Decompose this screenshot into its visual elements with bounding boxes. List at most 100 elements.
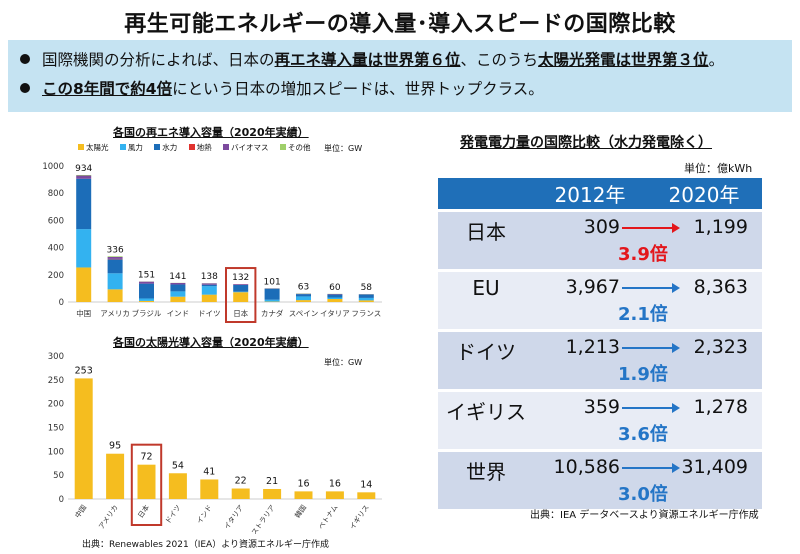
bullet-1-emphasis-b: 太陽光発電は世界第３位 <box>538 51 709 69</box>
chart1-total-label: 151 <box>138 270 155 280</box>
chart1-total-label: 336 <box>107 245 124 255</box>
chart1-category-label: フランス <box>351 309 381 318</box>
chart1-bar-segment <box>201 286 217 295</box>
summary-box: 国際機関の分析によれば、日本の再エネ導入量は世界第６位、このうち太陽光発電は世界… <box>8 40 792 112</box>
chart1-bar-segment <box>296 300 311 302</box>
legend-swatch-other <box>279 144 286 150</box>
value-cell: 3,967 8,363 2.1倍 <box>534 270 762 332</box>
arrow-right-icon <box>622 402 680 413</box>
chart2-ytick-label: 250 <box>48 376 64 386</box>
chart1-bar-segment <box>327 299 343 302</box>
bullet-2-emphasis: この8年間で約4倍 <box>42 80 173 98</box>
value-2020: 31,409 <box>681 455 748 478</box>
chart2-bar <box>231 488 250 499</box>
chart1-bar-segment <box>107 273 123 290</box>
chart1-total-label: 141 <box>169 272 186 282</box>
country-name: EU <box>472 275 500 300</box>
chart1-category-label: ドイツ <box>198 309 221 318</box>
chart1-bar-segment <box>170 282 186 285</box>
legend-label: 風力 <box>127 143 143 152</box>
chart2-category-label: オーストラリア <box>242 504 276 534</box>
bullet-dot-icon <box>20 54 30 64</box>
legend-swatch-solar <box>78 144 84 150</box>
chart2-category-label: ベトナム <box>317 504 339 531</box>
growth-ratio: 1.9倍 <box>618 363 668 385</box>
chart1-category-label: スペイン <box>289 309 318 318</box>
value-2020: 8,363 <box>693 275 748 298</box>
table-row: 世界 10,586 31,409 3.0倍 <box>438 450 762 512</box>
arrow-right-icon <box>622 282 680 293</box>
table-title: 発電電力量の国際比較（水力発電除く） <box>460 135 712 151</box>
chart1-bar-segment <box>201 284 217 287</box>
chart1-total-label: 934 <box>75 164 92 174</box>
chart1-title: 各国の再エネ導入容量（2020年実績） <box>113 126 309 139</box>
country-cell: 世界 <box>438 450 534 512</box>
legend-swatch-geo <box>188 144 195 150</box>
chart2-category-label: インド <box>195 504 214 526</box>
legend-swatch-wind <box>119 144 126 150</box>
chart1-bar-segment <box>358 297 374 301</box>
table-header-2012: 2012年 <box>534 178 646 212</box>
chart1-bar-segment <box>170 284 186 292</box>
chart2-bar <box>357 492 376 499</box>
arrow-right-icon <box>622 462 680 473</box>
chart1-category-label: カナダ <box>261 308 284 318</box>
chart1-bar-segment <box>76 267 92 302</box>
chart2-highlight-box <box>130 443 163 526</box>
legend-item-solar: 太陽光 <box>78 142 109 153</box>
table-header-row: 2012年 2020年 <box>438 178 762 212</box>
source-right: 出典：IEA データベースより資源エネルギー庁作成 <box>530 510 759 521</box>
chart1-category-label: 日本 <box>233 308 248 318</box>
chart1-bar-segment <box>233 292 249 302</box>
chart2-value-label: 21 <box>266 476 278 487</box>
country-cell: 日本 <box>438 210 534 272</box>
legend-label: 地熱 <box>196 143 212 152</box>
chart1-bar-segment <box>107 289 123 302</box>
chart1-bar-segment <box>139 281 154 284</box>
legend-swatch-bio <box>223 144 230 150</box>
legend-item-geo: 地熱 <box>188 142 212 153</box>
chart1-bar-segment <box>170 291 186 297</box>
chart1-unit: 単位：GW <box>324 144 363 153</box>
value-2012: 1,213 <box>565 335 620 358</box>
chart1-bar-segment <box>139 283 154 299</box>
chart1-bar-segment <box>296 294 311 297</box>
value-2012: 10,586 <box>553 455 620 478</box>
value-2020: 1,278 <box>693 395 748 418</box>
value-cell: 359 1,278 3.6倍 <box>534 390 762 452</box>
table-row: 日本 309 1,199 3.9倍 <box>438 210 762 272</box>
chart1-bar-segment <box>296 296 311 301</box>
legend-swatch-hydro <box>154 144 161 150</box>
chart2-value-label: 22 <box>235 476 247 487</box>
legend-item-bio: バイオマス <box>223 142 269 153</box>
chart1-bar-segment <box>233 284 249 292</box>
country-cell: イギリス <box>438 390 534 452</box>
chart2-category-label: ドイツ <box>164 504 183 526</box>
chart1-ytick-label: 200 <box>48 271 64 281</box>
chart1-bar-segment <box>327 294 343 298</box>
growth-ratio: 3.6倍 <box>618 423 668 445</box>
value-cell: 1,213 2,323 1.9倍 <box>534 330 762 392</box>
chart1-bar-segment <box>358 300 374 302</box>
chart1-bar-segment <box>76 175 92 179</box>
chart1-category-label: インド <box>167 309 190 318</box>
chart1-bar-segment <box>76 229 92 268</box>
country-name: イギリス <box>446 399 526 424</box>
chart2-category-label: イギリス <box>348 504 371 532</box>
table-header-blank <box>438 178 534 212</box>
chart2-bar <box>106 453 125 499</box>
chart2-bar <box>263 488 282 499</box>
bullet-1-text-c: 。 <box>708 51 725 69</box>
chart2-value-label: 72 <box>140 452 152 463</box>
legend-item-hydro: 水力 <box>154 142 177 153</box>
value-2012: 309 <box>583 215 620 238</box>
chart1-bar-segment <box>264 288 280 300</box>
chart1-bar-segment <box>233 284 249 285</box>
chart2-bar <box>137 464 156 499</box>
chart2-ytick-label: 50 <box>53 471 64 481</box>
bullet-1-emphasis-a: 再エネ導入量は世界第６位 <box>274 51 461 69</box>
chart2-ytick-label: 300 <box>48 352 64 362</box>
chart2-title: 各国の太陽光導入容量（2020年実績） <box>113 336 309 349</box>
source-left: 出典：Renewables 2021（IEA）より資源エネルギー庁作成 <box>82 540 330 550</box>
chart2-bar <box>74 378 93 499</box>
